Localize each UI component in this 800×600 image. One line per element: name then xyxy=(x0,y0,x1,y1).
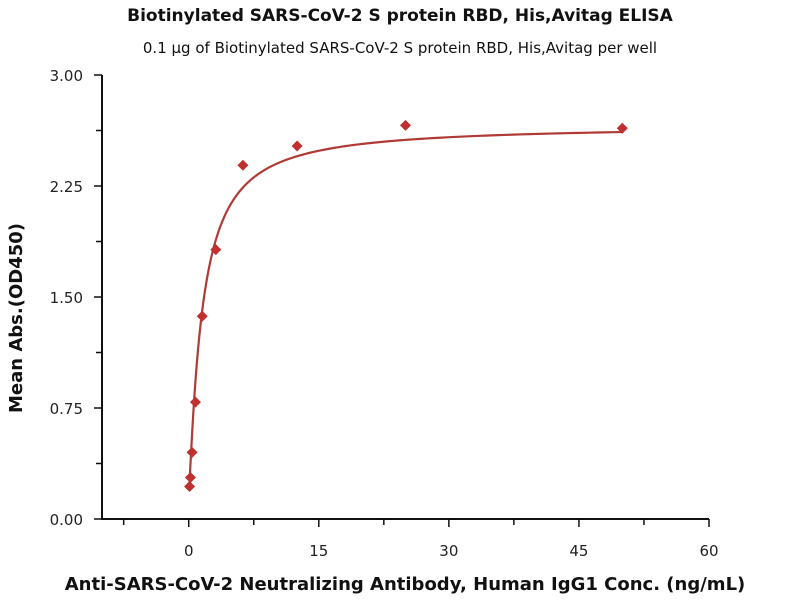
y-tick-label: 0.75 xyxy=(50,400,83,418)
y-tick-label: 0.00 xyxy=(50,511,83,529)
x-axis-label: Anti-SARS-CoV-2 Neutralizing Antibody, H… xyxy=(65,574,746,595)
y-tick-label: 1.50 xyxy=(50,289,83,307)
x-tick-label: 60 xyxy=(699,542,718,560)
data-point-marker xyxy=(196,310,208,322)
y-tick-label: 3.00 xyxy=(50,67,83,85)
data-point-marker xyxy=(400,119,411,131)
x-tick-label: 0 xyxy=(184,542,194,560)
axes: 0 15 30 45 60 0.00 0.75 1.50 2.25 3.00 xyxy=(50,67,719,560)
data-point-marker xyxy=(186,446,198,458)
data-point-marker xyxy=(616,122,628,134)
y-tick-label: 2.25 xyxy=(50,178,83,196)
fit-curve xyxy=(188,130,623,484)
data-point-marker xyxy=(184,472,196,484)
x-tick-label: 15 xyxy=(309,542,328,560)
chart-subtitle: 0.1 μg of Biotinylated SARS-CoV-2 S prot… xyxy=(143,39,657,57)
data-point-marker xyxy=(189,396,201,408)
data-point-marker xyxy=(184,480,196,492)
data-point-marker xyxy=(237,159,249,171)
data-point-marker xyxy=(291,140,303,152)
data-point-marker xyxy=(210,244,222,256)
x-tick-label: 45 xyxy=(569,542,588,560)
fit-curve-group xyxy=(188,130,623,484)
y-axis-label: Mean Abs.(OD450) xyxy=(6,223,27,413)
x-tick-label: 30 xyxy=(439,542,458,560)
data-points xyxy=(184,119,628,492)
chart-title: Biotinylated SARS-CoV-2 S protein RBD, H… xyxy=(127,6,674,26)
